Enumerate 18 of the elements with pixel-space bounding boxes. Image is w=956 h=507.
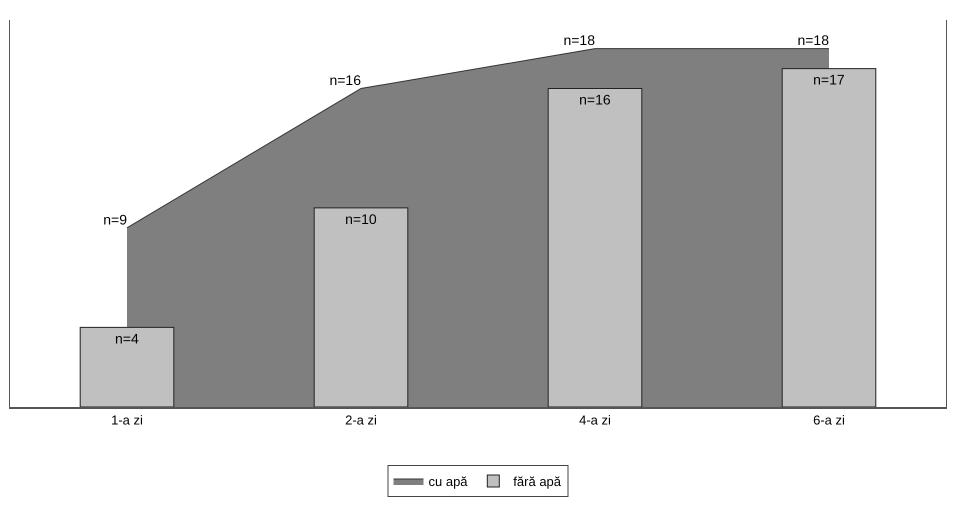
data-label: n=9 <box>103 211 128 228</box>
legend-label: cu apă <box>428 474 468 490</box>
data-label: n=17 <box>813 72 845 88</box>
x-tick-label: 6-a zi <box>813 412 845 428</box>
data-label: n=16 <box>329 72 362 88</box>
bar <box>782 68 876 407</box>
x-tick-label: 4-a zi <box>579 412 611 428</box>
x-tick-label: 2-a zi <box>345 412 377 428</box>
bar <box>548 88 642 407</box>
data-label: n=18 <box>563 32 596 48</box>
data-label: n=18 <box>797 32 830 48</box>
bar <box>80 326 174 407</box>
data-label: n=4 <box>115 330 139 346</box>
bar <box>314 207 408 407</box>
data-label: n=10 <box>345 210 377 227</box>
x-tick-label: 1-a zi <box>111 412 143 428</box>
data-label: n=16 <box>579 91 611 108</box>
legend-label: fără apă <box>513 474 562 490</box>
